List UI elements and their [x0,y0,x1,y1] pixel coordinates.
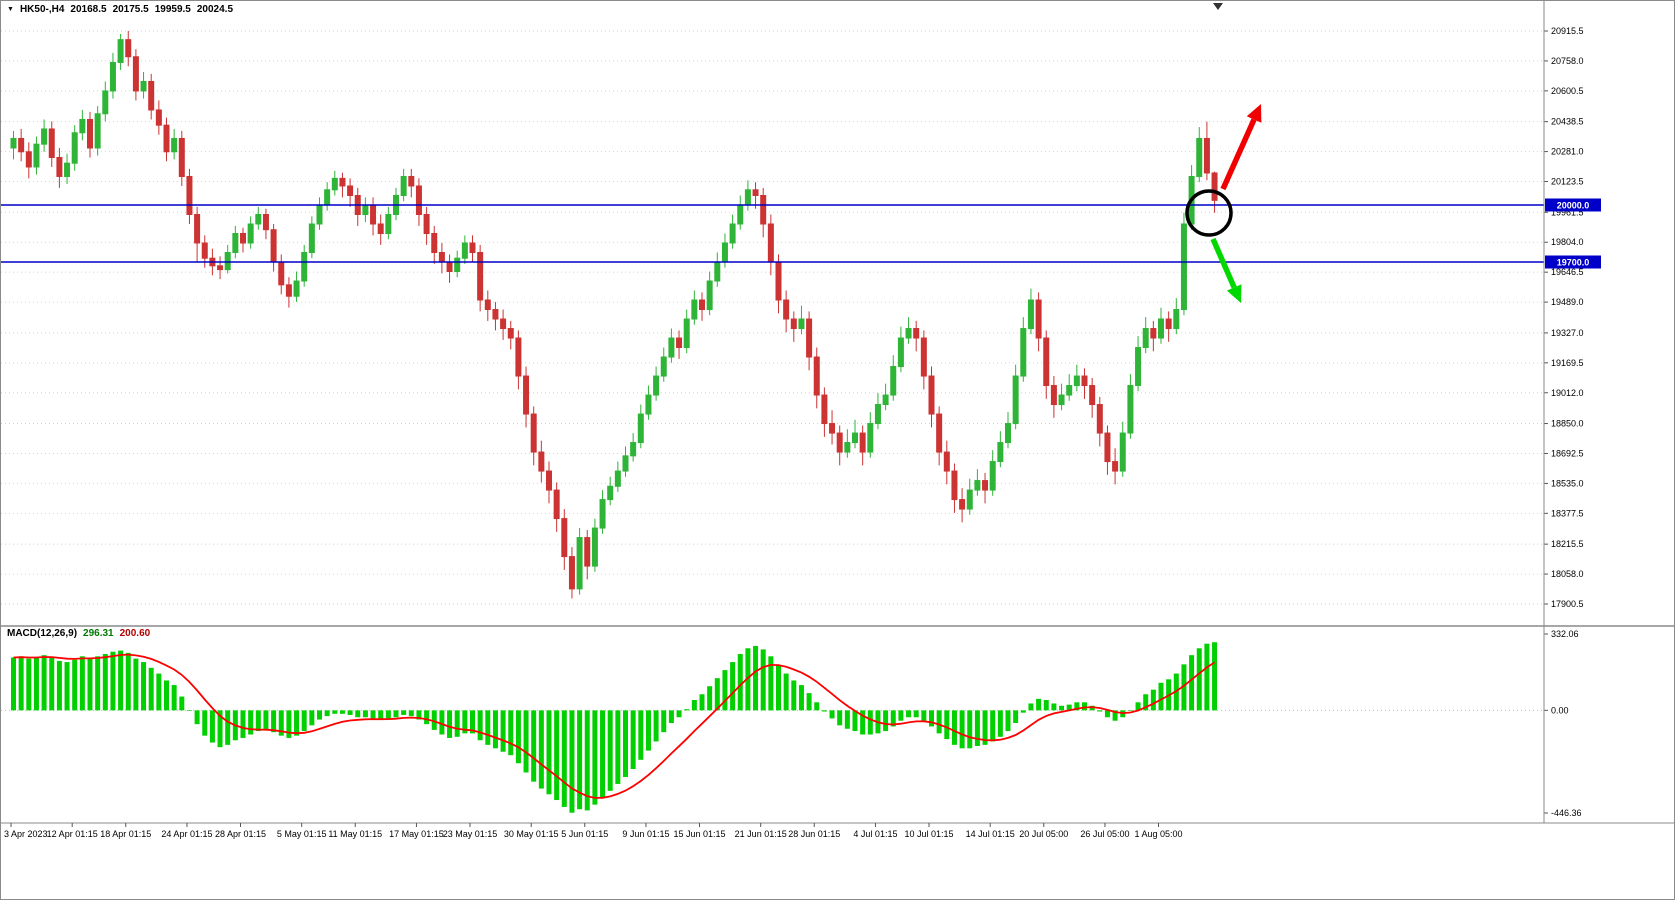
svg-text:14 Jul 01:15: 14 Jul 01:15 [966,829,1015,839]
svg-text:20438.5: 20438.5 [1551,117,1584,127]
svg-text:19961.5: 19961.5 [1551,207,1584,217]
macd-name-label: MACD(12,26,9) [7,628,78,639]
svg-text:18 Apr 01:15: 18 Apr 01:15 [100,829,151,839]
svg-text:17900.5: 17900.5 [1551,599,1584,609]
chart-shift-marker [1213,3,1223,10]
svg-text:0.00: 0.00 [1551,705,1569,715]
svg-text:21 Jun 01:15: 21 Jun 01:15 [735,829,787,839]
svg-text:20000.0: 20000.0 [1557,200,1590,210]
ohlc-close-value: 20024.5 [196,4,234,15]
svg-text:24 Apr 01:15: 24 Apr 01:15 [161,829,212,839]
svg-text:18535.0: 18535.0 [1551,478,1584,488]
svg-text:18850.0: 18850.0 [1551,419,1584,429]
svg-text:18058.0: 18058.0 [1551,569,1584,579]
svg-text:20281.0: 20281.0 [1551,147,1584,157]
svg-text:19804.0: 19804.0 [1551,237,1584,247]
svg-text:5 Jun 01:15: 5 Jun 01:15 [561,829,608,839]
svg-text:4 Jul 01:15: 4 Jul 01:15 [853,829,897,839]
svg-text:9 Jun 01:15: 9 Jun 01:15 [622,829,669,839]
svg-text:30 May 01:15: 30 May 01:15 [504,829,559,839]
svg-text:12 Apr 01:15: 12 Apr 01:15 [47,829,98,839]
svg-text:332.06: 332.06 [1551,629,1579,639]
svg-text:20123.5: 20123.5 [1551,177,1584,187]
svg-text:-446.36: -446.36 [1551,808,1582,818]
svg-text:28 Apr 01:15: 28 Apr 01:15 [215,829,266,839]
svg-text:11 May 01:15: 11 May 01:15 [328,829,382,839]
macd-main-value: 296.31 [83,628,114,639]
svg-text:18377.5: 18377.5 [1551,508,1584,518]
svg-text:19700.0: 19700.0 [1557,258,1590,268]
ohlc-open-value: 20168.5 [70,4,107,15]
svg-text:18215.5: 18215.5 [1551,539,1584,549]
symbol-dropdown-icon[interactable]: ▼ [7,6,14,13]
svg-text:19327.0: 19327.0 [1551,328,1584,338]
svg-text:1 Aug 05:00: 1 Aug 05:00 [1134,829,1182,839]
svg-text:19012.0: 19012.0 [1551,388,1584,398]
svg-text:15 Jun 01:15: 15 Jun 01:15 [673,829,725,839]
svg-text:19489.0: 19489.0 [1551,297,1584,307]
svg-text:18692.5: 18692.5 [1551,448,1584,458]
symbol-timeframe-label: HK50-,H4 [19,4,65,15]
svg-text:19646.5: 19646.5 [1551,267,1584,277]
svg-text:26 Jul 05:00: 26 Jul 05:00 [1080,829,1129,839]
svg-text:20915.5: 20915.5 [1551,26,1584,36]
svg-text:19169.5: 19169.5 [1551,358,1584,368]
svg-text:10 Jul 01:15: 10 Jul 01:15 [904,829,953,839]
svg-text:20 Jul 05:00: 20 Jul 05:00 [1019,829,1068,839]
macd-signal-value: 200.60 [119,628,151,639]
svg-text:28 Jun 01:15: 28 Jun 01:15 [788,829,840,839]
svg-text:17 May 01:15: 17 May 01:15 [389,829,444,839]
svg-text:23 May 01:15: 23 May 01:15 [443,829,498,839]
chart-info-bar: ▼ HK50-,H4 20168.5 20175.5 19959.5 20024… [7,4,233,15]
svg-text:20600.5: 20600.5 [1551,86,1584,96]
ohlc-high-value: 20175.5 [112,4,149,15]
ohlc-low-value: 19959.5 [154,4,191,15]
svg-text:3 Apr 2023: 3 Apr 2023 [4,829,48,839]
svg-text:5 May 01:15: 5 May 01:15 [277,829,327,839]
macd-indicator-label: MACD(12,26,9) 296.31 200.60 [7,628,150,639]
svg-text:20758.0: 20758.0 [1551,56,1584,66]
